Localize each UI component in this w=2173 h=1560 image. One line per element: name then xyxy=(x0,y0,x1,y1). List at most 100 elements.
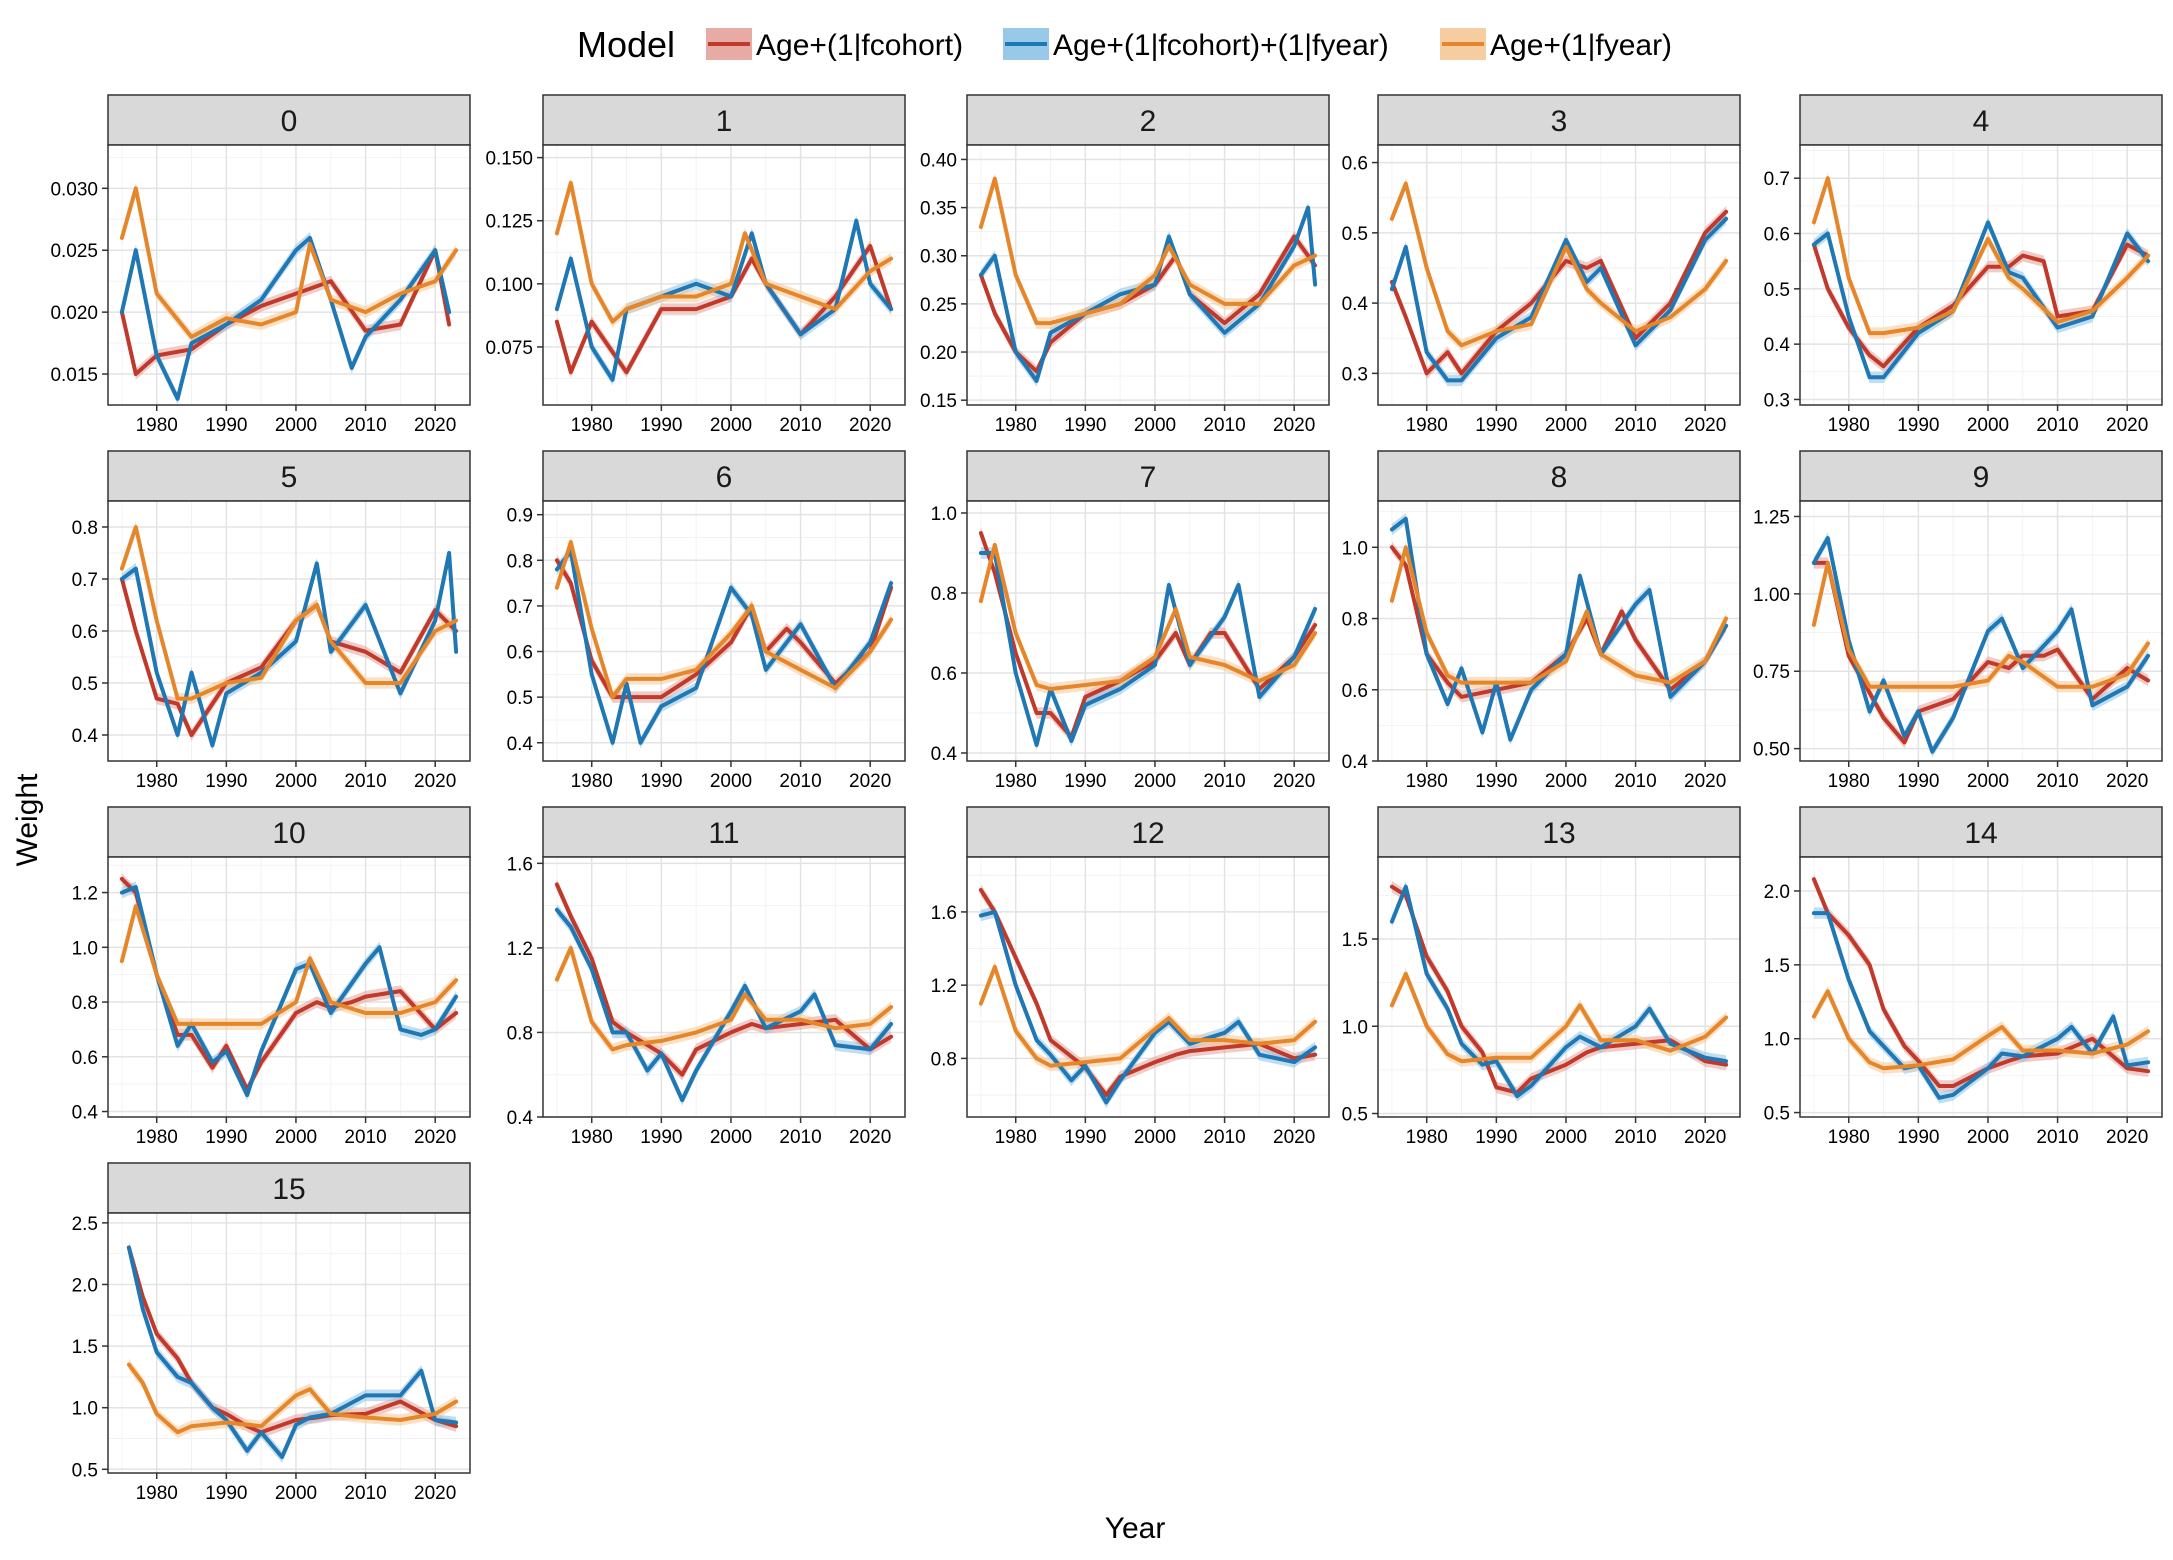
facet-panels: 0 1980 1990 2000 2010 2020 0.015 0.020 0.025 0.03… xyxy=(50,94,2163,1504)
x-tick-label: 2000 xyxy=(1545,415,1587,436)
series-line xyxy=(119,577,459,737)
x-tick-label: 1980 xyxy=(136,415,178,436)
x-tick-label: 1980 xyxy=(1828,415,1870,436)
y-tick-label: 0.125 xyxy=(485,212,533,233)
panel-border xyxy=(1799,500,2163,762)
confidence-band xyxy=(121,182,457,343)
series-line xyxy=(126,1245,459,1459)
panel-border xyxy=(1799,144,2163,406)
y-tick-label: 1.0 xyxy=(1342,1017,1368,1038)
facet-strip xyxy=(1799,450,2163,502)
y-tick-label: 0.5 xyxy=(1764,280,1790,301)
y-tick-label: 1.0 xyxy=(72,938,98,959)
x-tick-label: 1990 xyxy=(1475,1127,1517,1148)
y-tick-label: 0.5 xyxy=(1342,224,1368,245)
x-tick-label: 2000 xyxy=(275,415,317,436)
series-line xyxy=(119,248,452,376)
x-tick-label: 2020 xyxy=(2106,771,2148,792)
x-tick-label: 2020 xyxy=(849,415,891,436)
facet-strip-label: 2 xyxy=(1140,105,1157,138)
x-tick-label: 2000 xyxy=(275,1483,317,1504)
facet-strip-label: 7 xyxy=(1140,461,1157,494)
series-line xyxy=(119,876,459,1092)
x-tick-label: 2010 xyxy=(1614,1127,1656,1148)
x-tick-label: 2010 xyxy=(344,1483,386,1504)
facet-strip xyxy=(542,450,906,502)
facet-strip xyxy=(966,450,1330,502)
y-tick-label: 0.20 xyxy=(920,343,957,364)
y-tick-label: 1.6 xyxy=(931,903,957,924)
facet-strip xyxy=(107,1162,471,1214)
y-tick-label: 0.6 xyxy=(72,622,98,643)
y-tick-label: 0.075 xyxy=(485,338,533,359)
x-tick-label: 1980 xyxy=(571,415,613,436)
y-tick-label: 0.6 xyxy=(1764,225,1790,246)
y-tick-label: 0.6 xyxy=(507,643,533,664)
confidence-band xyxy=(980,961,1316,1072)
series-line xyxy=(554,945,894,1052)
x-tick-label: 1990 xyxy=(1064,771,1106,792)
x-tick-label: 1980 xyxy=(1828,1127,1870,1148)
series-line xyxy=(126,1362,459,1435)
x-tick-label: 2000 xyxy=(710,1127,752,1148)
panel-border xyxy=(542,144,906,406)
y-tick-label: 0.150 xyxy=(485,149,533,170)
confidence-band xyxy=(121,900,457,1030)
y-tick-label: 0.100 xyxy=(485,275,533,296)
panel-border xyxy=(542,500,906,762)
x-tick-label: 2020 xyxy=(849,771,891,792)
facet-panel-5: 5 1980 1990 2000 2010 2020 0.4 0.5 0.6 0.7 0.8 xyxy=(72,450,471,792)
facet-strip-label: 5 xyxy=(281,461,298,494)
x-tick-label: 2010 xyxy=(1203,771,1245,792)
y-tick-label: 0.020 xyxy=(50,303,98,324)
y-tick-label: 1.5 xyxy=(72,1337,98,1358)
x-tick-label: 1990 xyxy=(205,1127,247,1148)
facet-strip-label: 14 xyxy=(1964,817,1997,850)
x-tick-label: 1980 xyxy=(136,1483,178,1504)
x-tick-label: 2000 xyxy=(1134,771,1176,792)
y-tick-label: 0.8 xyxy=(72,518,98,539)
legend-item: Age+(1|fyear) xyxy=(1440,28,1672,62)
y-tick-label: 0.4 xyxy=(1764,335,1791,356)
panel-border xyxy=(1799,856,2163,1118)
y-tick-label: 1.2 xyxy=(507,939,533,960)
x-tick-label: 1980 xyxy=(1828,771,1870,792)
facet-strip-label: 0 xyxy=(281,105,298,138)
y-tick-label: 0.6 xyxy=(1342,154,1368,175)
series-line xyxy=(554,907,894,1103)
facet-panel-1: 1 1980 1990 2000 2010 2020 0.075 0.100 0.125 0.15… xyxy=(485,94,906,436)
y-tick-label: 1.6 xyxy=(507,854,533,875)
plot-background xyxy=(967,501,1329,761)
y-tick-label: 0.4 xyxy=(1342,752,1369,773)
legend-label: Age+(1|fcohort) xyxy=(756,29,963,62)
panel-border xyxy=(1377,144,1741,406)
y-tick-label: 1.2 xyxy=(931,976,957,997)
series-line xyxy=(978,551,1318,747)
y-tick-label: 1.25 xyxy=(1753,507,1790,528)
x-tick-label: 2010 xyxy=(2036,415,2078,436)
x-tick-label: 1980 xyxy=(995,1127,1037,1148)
y-tick-label: 0.15 xyxy=(920,391,957,412)
facet-strip xyxy=(107,806,471,858)
x-tick-label: 2020 xyxy=(414,1483,456,1504)
panel-border xyxy=(1377,500,1741,762)
series-line xyxy=(978,909,1318,1105)
y-tick-label: 0.8 xyxy=(507,1023,533,1044)
x-tick-label: 1980 xyxy=(995,415,1037,436)
y-tick-label: 0.25 xyxy=(920,295,957,316)
y-tick-label: 2.0 xyxy=(1764,882,1790,903)
facet-panel-4: 4 1980 1990 2000 2010 2020 0.3 0.4 0.5 0.6 0.7 xyxy=(1764,94,2163,436)
panel-border xyxy=(107,856,471,1118)
series-line xyxy=(978,205,1318,383)
panel-border xyxy=(107,144,471,406)
y-tick-label: 0.50 xyxy=(1753,740,1790,761)
facet-panel-2: 2 1980 1990 2000 2010 2020 0.15 0.20 0.25 0.30 0.3… xyxy=(920,94,1330,436)
y-tick-label: 0.6 xyxy=(1342,681,1368,702)
panel-border xyxy=(542,856,906,1118)
plot-background xyxy=(967,857,1329,1117)
x-tick-label: 2010 xyxy=(779,771,821,792)
x-tick-label: 1980 xyxy=(1406,415,1448,436)
y-tick-label: 1.0 xyxy=(1764,1030,1790,1051)
x-tick-label: 2010 xyxy=(1203,415,1245,436)
